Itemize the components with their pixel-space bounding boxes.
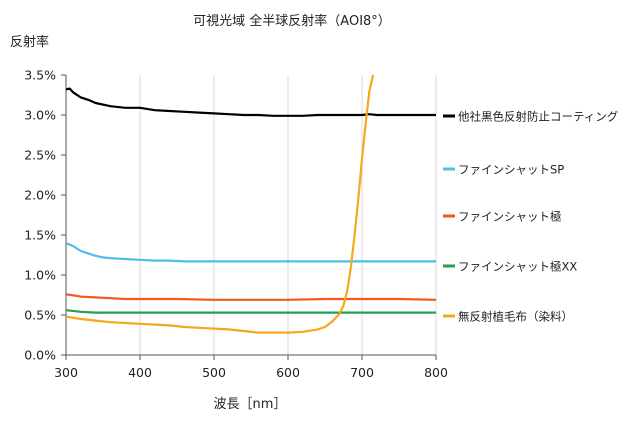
y-tick-label: 2.5% (24, 148, 56, 163)
series-line-0 (66, 87, 436, 117)
series-line-4 (66, 74, 375, 334)
x-tick-label: 800 (424, 365, 448, 380)
x-tick-label: 500 (202, 365, 226, 380)
x-tick-label: 600 (276, 365, 300, 380)
series-lines (66, 74, 436, 334)
legend-label: 他社黒色反射防止コーティング (458, 110, 619, 124)
gridlines (139, 75, 437, 355)
legend-label: ファインシャットSP (458, 163, 564, 177)
x-tick-label: 300 (54, 365, 78, 380)
legend-label: 無反射植毛布（染料） (458, 310, 573, 324)
x-tick-label: 700 (350, 365, 374, 380)
x-axis-label: 波長［nm］ (214, 397, 287, 412)
y-tick-label: 3.5% (24, 68, 56, 83)
y-tick-label: 0.0% (24, 348, 56, 363)
y-tick-label: 3.0% (24, 108, 56, 123)
y-axis-label: 反射率 (10, 34, 49, 50)
legend-label: ファインシャット極XX (458, 260, 577, 274)
chart-title: 可視光域 全半球反射率（AOI8°） (193, 13, 391, 29)
x-tick-label: 400 (128, 365, 152, 380)
axes: 0.0% 0.5% 1.0% 1.5% 2.0% 2.5% 3.0% 3.5% 300 400 50… (24, 68, 448, 381)
series-line-2 (66, 293, 436, 301)
y-tick-label: 1.5% (24, 228, 56, 243)
series-line-3 (66, 309, 436, 314)
y-tick-label: 2.0% (24, 188, 56, 203)
y-tick-label: 0.5% (24, 308, 56, 323)
legend-label: ファインシャット極 (458, 210, 562, 224)
y-tick-label: 1.0% (24, 268, 56, 283)
series-line-1 (66, 241, 436, 263)
